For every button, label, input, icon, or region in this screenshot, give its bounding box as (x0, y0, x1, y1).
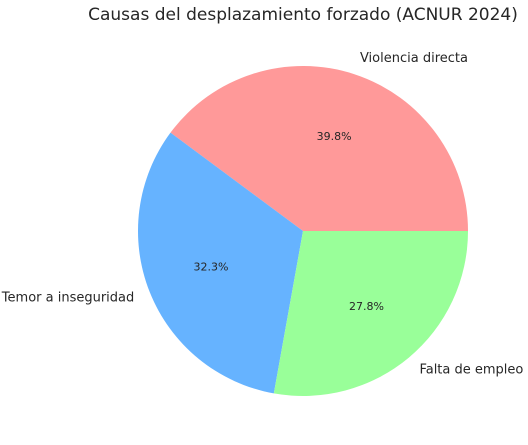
value-label: 32.3% (193, 260, 228, 273)
chart-title: Causas del desplazamiento forzado (ACNUR… (88, 5, 518, 25)
slice-label: Temor a inseguridad (1, 290, 134, 305)
slice-label: Violencia directa (360, 51, 468, 66)
pie-slice (137, 132, 303, 394)
pie-slice (273, 231, 468, 396)
value-label: 39.8% (317, 130, 352, 143)
slice-label: Falta de empleo (419, 363, 523, 378)
value-label: 27.8% (349, 300, 384, 313)
pie-slice (170, 65, 468, 231)
